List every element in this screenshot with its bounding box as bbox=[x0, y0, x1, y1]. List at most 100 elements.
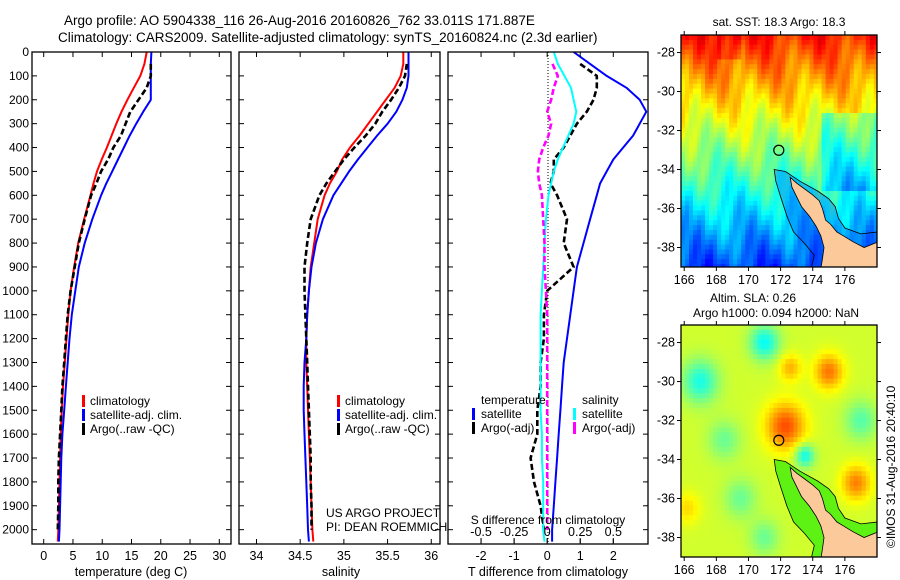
map-cell bbox=[785, 249, 790, 255]
map-cell bbox=[793, 93, 799, 99]
map-cell bbox=[733, 520, 738, 526]
map-cell bbox=[761, 432, 766, 438]
map-cell bbox=[741, 549, 746, 555]
legend-swatch-argo bbox=[82, 423, 85, 435]
map-cell bbox=[857, 117, 863, 124]
map-cell bbox=[765, 195, 770, 202]
map-cell bbox=[785, 451, 790, 458]
map-cell bbox=[865, 481, 871, 487]
map-cell bbox=[725, 422, 730, 428]
map-cell bbox=[789, 166, 794, 173]
map-cell bbox=[789, 44, 794, 51]
map-cell bbox=[853, 476, 859, 482]
map-cell bbox=[837, 181, 843, 187]
map-cell bbox=[733, 210, 738, 216]
map-cell bbox=[793, 359, 799, 365]
map-cell bbox=[801, 181, 807, 187]
map-cell bbox=[733, 117, 738, 124]
map-cell bbox=[701, 83, 706, 90]
map-cell bbox=[865, 215, 871, 221]
map-cell bbox=[793, 259, 799, 265]
map-cell bbox=[865, 466, 871, 472]
map-cell bbox=[793, 422, 799, 428]
map-cell bbox=[753, 329, 758, 336]
map-cell bbox=[765, 534, 770, 541]
map-cell bbox=[805, 383, 811, 389]
map-cell bbox=[713, 39, 718, 46]
map-cell bbox=[849, 137, 855, 143]
map-cell bbox=[873, 225, 877, 231]
map-cell bbox=[693, 456, 698, 463]
map-cell bbox=[777, 132, 782, 138]
map-cell bbox=[857, 39, 863, 46]
map-cell bbox=[693, 437, 698, 443]
map-cell bbox=[773, 161, 778, 168]
map-cell bbox=[737, 39, 742, 46]
map-cell bbox=[765, 117, 770, 124]
map-cell bbox=[821, 181, 827, 187]
map-cell bbox=[773, 344, 778, 350]
y-tick-label: 2000 bbox=[2, 523, 29, 537]
map-cell bbox=[813, 156, 819, 163]
map-cell bbox=[721, 403, 726, 409]
map-cell bbox=[745, 254, 750, 260]
map-cell bbox=[749, 412, 754, 419]
map-cell bbox=[829, 471, 835, 477]
map-cell bbox=[765, 230, 770, 236]
map-cell bbox=[865, 239, 871, 246]
map-cell bbox=[761, 152, 766, 158]
map-cell bbox=[825, 461, 831, 467]
map-cell bbox=[857, 344, 863, 350]
map-cell bbox=[837, 471, 843, 477]
map-cell bbox=[841, 442, 847, 448]
map-cell bbox=[821, 39, 827, 46]
map-cell bbox=[869, 427, 875, 433]
map-cell bbox=[785, 427, 790, 433]
map-cell bbox=[829, 117, 835, 124]
map-cell bbox=[725, 393, 730, 399]
map-cell bbox=[757, 495, 762, 502]
map-cell bbox=[789, 373, 794, 380]
map-cell bbox=[717, 113, 722, 119]
map-cell bbox=[689, 334, 694, 341]
map-cell bbox=[865, 122, 871, 129]
map-cell bbox=[845, 35, 851, 41]
map-cell bbox=[765, 485, 770, 492]
map-cell bbox=[769, 432, 774, 438]
map-cell bbox=[761, 230, 766, 236]
map-cell bbox=[869, 88, 875, 95]
map-cell bbox=[837, 210, 843, 216]
map-cell bbox=[697, 554, 702, 557]
map-cell bbox=[785, 417, 790, 424]
map-cell bbox=[853, 471, 859, 477]
map-cell bbox=[833, 137, 839, 143]
map-cell bbox=[681, 466, 686, 472]
map-cell bbox=[761, 325, 766, 331]
map-cell bbox=[725, 417, 730, 424]
map-cell bbox=[825, 176, 831, 182]
map-cell bbox=[805, 44, 811, 51]
map-cell bbox=[749, 437, 754, 443]
map-cell bbox=[745, 373, 750, 380]
map-cell bbox=[725, 481, 730, 487]
map-cell bbox=[761, 191, 766, 197]
map-cell bbox=[733, 549, 738, 555]
map-cell bbox=[753, 254, 758, 260]
map-cell bbox=[781, 544, 786, 550]
map-cell bbox=[725, 54, 730, 60]
map-cell bbox=[765, 239, 770, 246]
map-cell bbox=[725, 83, 730, 90]
map-cell bbox=[845, 334, 851, 341]
map-cell bbox=[757, 161, 762, 168]
map-cell bbox=[873, 176, 877, 182]
map-cell bbox=[749, 127, 754, 134]
map-cell bbox=[693, 225, 698, 231]
map-cell bbox=[705, 64, 710, 70]
map-cell bbox=[741, 490, 746, 497]
map-cell bbox=[829, 220, 835, 226]
map-cell bbox=[681, 161, 686, 168]
map-cell bbox=[833, 132, 839, 138]
map-cell bbox=[697, 393, 702, 399]
map-cell bbox=[713, 456, 718, 463]
map-cell bbox=[773, 534, 778, 541]
